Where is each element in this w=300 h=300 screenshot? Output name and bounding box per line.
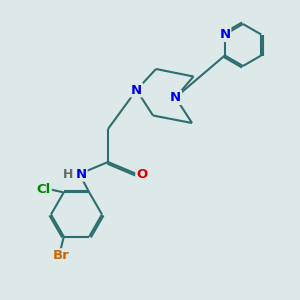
Text: N: N (131, 83, 142, 97)
Text: N: N (219, 28, 230, 41)
Text: Cl: Cl (37, 183, 51, 196)
Text: Br: Br (52, 249, 69, 262)
Text: O: O (136, 167, 148, 181)
Text: N: N (75, 167, 87, 181)
Text: N: N (170, 91, 181, 104)
Text: H: H (62, 167, 73, 181)
